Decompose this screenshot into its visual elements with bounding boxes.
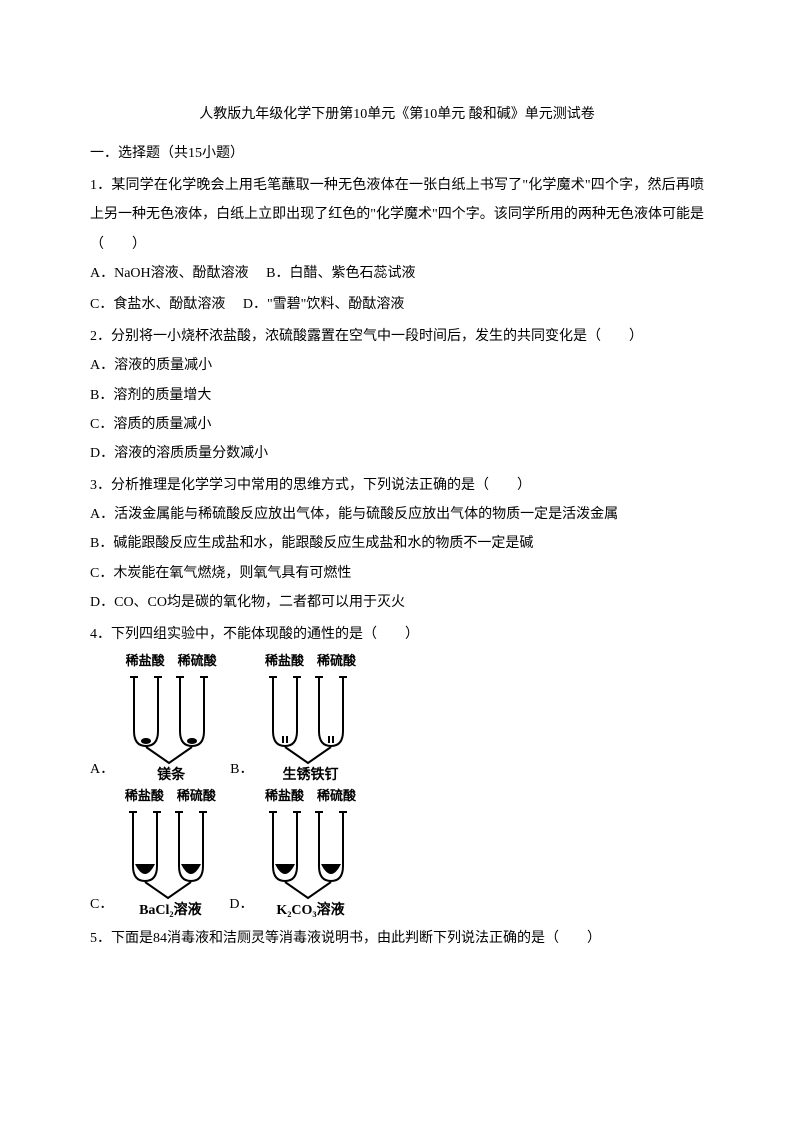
q4-figD: D． 稀盐酸 稀硫酸 [229,788,365,919]
q5-stem: 5．下面是84消毒液和洁厕灵等消毒液说明书，由此判断下列说法正确的是（ ） [90,924,704,953]
q4-figC: C． 稀盐酸 稀硫酸 [90,788,225,919]
q4-figC-reagent2: 稀硫酸 [177,788,216,803]
q4-stem: 4．下列四组实验中，不能体现酸的通性的是（ ） [90,620,704,649]
q2-optD: D．溶液的溶质质量分数减小 [90,439,704,468]
q1-optC: C．食盐水、酚酞溶液 [90,297,225,312]
q1-optD: D．"雪碧"饮料、酚酞溶液 [243,297,405,312]
q4-figD-caption: K₂CO₃溶液 [255,903,365,920]
q4-figC-label: C． [90,897,113,920]
q4-figB-reagent1: 稀盐酸 [265,653,304,668]
q4-figB-caption: 生锈铁钉 [255,768,365,785]
q4-figB-reagent2: 稀硫酸 [317,653,356,668]
q2-optA: A．溶液的质量减小 [90,351,704,380]
q1-options-row1: A．NaOH溶液、酚酞溶液 B．白醋、紫色石蕊试液 [90,259,704,288]
question-3: 3．分析推理是化学学习中常用的思维方式，下列说法正确的是（ ） A．活泼金属能与… [90,471,704,618]
q3-stem: 3．分析推理是化学学习中常用的思维方式，下列说法正确的是（ ） [90,471,704,500]
q3-optB: B．碱能跟酸反应生成盐和水，能跟酸反应生成盐和水的物质不一定是碱 [90,529,704,558]
q4-figD-label: D． [229,897,253,920]
q4-figC-reagent1: 稀盐酸 [125,788,164,803]
question-4: 4．下列四组实验中，不能体现酸的通性的是（ ） A． 稀盐酸 稀硫酸 [90,620,704,920]
test-tubes-icon [115,806,225,901]
q4-figA-label: A． [90,762,114,785]
q2-optB: B．溶剂的质量增大 [90,381,704,410]
q1-stem: 1．某同学在化学晚会上用毛笔蘸取一种无色液体在一张白纸上书写了"化学魔术"四个字… [90,171,704,259]
test-tubes-icon [255,671,365,766]
q4-figure-row2: C． 稀盐酸 稀硫酸 [90,788,704,919]
q3-optD: D．CO、CO均是碳的氧化物，二者都可以用于灭火 [90,588,704,617]
q2-optC: C．溶质的质量减小 [90,410,704,439]
q4-figure-row1: A． 稀盐酸 稀硫酸 [90,653,704,784]
test-tubes-icon [255,806,365,901]
question-2: 2．分别将一小烧杯浓盐酸，浓硫酸露置在空气中一段时间后，发生的共同变化是（ ） … [90,322,704,469]
q4-figA-reagent2: 稀硫酸 [178,653,217,668]
q4-figC-caption: BaCl₂溶液 [115,903,225,920]
section-header: 一．选择题（共15小题） [90,139,704,168]
q2-stem: 2．分别将一小烧杯浓盐酸，浓硫酸露置在空气中一段时间后，发生的共同变化是（ ） [90,322,704,351]
q1-optA: A．NaOH溶液、酚酞溶液 [90,266,249,281]
q4-figA-caption: 镁条 [116,768,226,785]
q3-optC: C．木炭能在氧气燃烧，则氧气具有可燃性 [90,559,704,588]
q4-figD-reagent1: 稀盐酸 [265,788,304,803]
q4-figA: A． 稀盐酸 稀硫酸 [90,653,226,784]
question-1: 1．某同学在化学晚会上用毛笔蘸取一种无色液体在一张白纸上书写了"化学魔术"四个字… [90,171,704,320]
q4-figB: B． 稀盐酸 稀硫酸 [230,653,365,784]
question-5: 5．下面是84消毒液和洁厕灵等消毒液说明书，由此判断下列说法正确的是（ ） [90,924,704,953]
q4-figB-label: B． [230,762,253,785]
q4-figD-reagent2: 稀硫酸 [317,788,356,803]
q1-options-row2: C．食盐水、酚酞溶液 D．"雪碧"饮料、酚酞溶液 [90,290,704,319]
q1-optB: B．白醋、紫色石蕊试液 [266,266,415,281]
q4-figA-reagent1: 稀盐酸 [126,653,165,668]
page-title: 人教版九年级化学下册第10单元《第10单元 酸和碱》单元测试卷 [90,100,704,129]
test-tubes-icon [116,671,226,766]
q3-optA: A．活泼金属能与稀硫酸反应放出气体，能与硫酸反应放出气体的物质一定是活泼金属 [90,500,704,529]
